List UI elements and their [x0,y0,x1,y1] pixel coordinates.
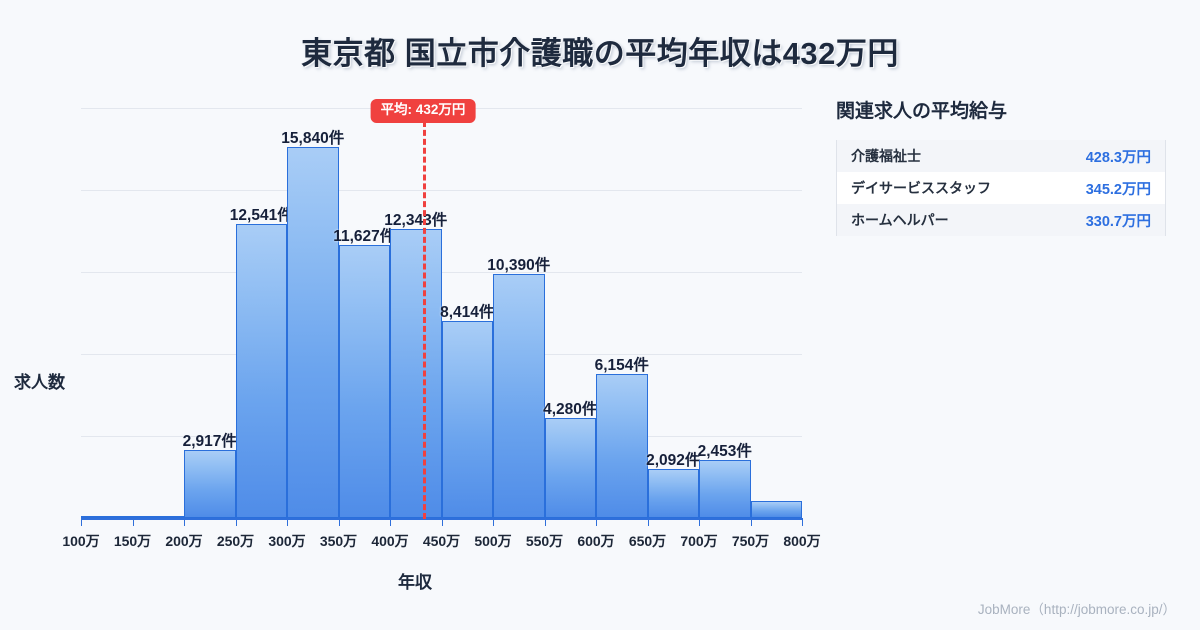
x-axis-tick [184,518,185,526]
x-axis-tick-label: 650万 [628,533,667,549]
histogram-bar[interactable] [441,320,493,518]
bar-value-label: 2,453件 [697,443,752,461]
x-axis-tick [647,518,649,526]
x-axis-tick [493,518,494,526]
salary-amount: 345.2万円 [1085,181,1151,198]
page-title: 東京都 国立市介護職の平均年収は432万円 [301,36,899,71]
histogram-bar[interactable] [390,228,442,518]
gridline [81,272,802,273]
histogram-bar[interactable] [544,417,596,518]
bar-value-label: 2,917件 [182,432,237,450]
watermark: JobMore（http://jobmore.co.jp/） [977,602,1176,617]
salary-amount: 428.3万円 [1085,149,1151,166]
salary-job-name: 介護福祉士 [851,148,921,164]
x-axis-tick-label: 400万 [371,533,409,549]
x-axis-tick [596,518,597,526]
bar-value-label: 8,414件 [440,303,495,321]
histogram-bar[interactable] [699,460,751,518]
histogram-bar[interactable] [647,468,699,518]
x-axis-tick-label: 250万 [216,533,255,549]
x-axis-tick [750,518,752,526]
histogram-bar[interactable] [235,223,287,518]
salary-table-row[interactable]: デイサービススタッフ 345.2万円 [837,172,1165,204]
x-axis-tick-label: 150万 [113,533,152,549]
x-axis-tick [441,518,443,526]
x-axis-tick [132,518,134,526]
x-axis-tick [235,518,237,526]
bar-value-label: 15,840件 [281,129,345,147]
histogram-bar[interactable] [184,449,236,518]
average-badge: 平均: 432万円 [370,99,476,123]
x-axis-tick-label: 750万 [731,533,770,549]
histogram-bar[interactable] [287,146,339,518]
x-axis-tick-label: 450万 [422,533,461,549]
x-axis-tick-label: 100万 [62,533,100,549]
bar-value-label: 10,390件 [487,257,551,275]
x-axis-tick [287,518,288,526]
y-axis-title: 求人数 [14,373,65,392]
bar-value-label: 11,627件 [333,228,396,246]
x-axis-tick-label: 500万 [474,533,512,549]
salary-job-name: デイサービススタッフ [851,180,991,196]
x-axis-tick [81,518,82,526]
x-axis-tick-label: 700万 [680,533,718,549]
salary-table-row[interactable]: 介護福祉士 428.3万円 [837,140,1165,172]
salary-job-name: ホームヘルパー [851,212,949,228]
x-axis-tick [338,518,340,526]
x-axis-tick-label: 200万 [165,533,203,549]
average-line [422,121,426,519]
histogram-bar[interactable] [596,373,648,518]
x-axis-tick-label: 550万 [525,533,564,549]
x-axis-tick-label: 300万 [268,533,306,549]
x-axis-tick [544,518,546,526]
related-salary-title: 関連求人の平均給与 [836,101,1008,122]
plot-area: 2,917件 12,541件 15,840件 11,627件 12,343件 8,414件… [62,99,821,549]
histogram-bar[interactable] [132,516,184,518]
related-salary-table: 介護福祉士 428.3万円デイサービススタッフ 345.2万円ホームヘルパー 330.… [836,140,1166,236]
x-axis-tick [390,518,391,526]
x-axis-tick [802,518,803,526]
histogram-bar[interactable] [493,274,545,518]
histogram-bar[interactable] [338,245,390,518]
x-axis-tick-label: 600万 [577,533,615,549]
x-axis-title: 年収 [398,573,432,592]
bar-value-label: 6,154件 [594,356,649,374]
x-axis-tick-label: 800万 [783,533,821,549]
salary-table-row[interactable]: ホームヘルパー 330.7万円 [837,204,1165,236]
salary-amount: 330.7万円 [1085,213,1151,230]
x-axis-tick-label: 350万 [319,533,358,549]
histogram-bar[interactable] [750,501,802,518]
related-salary-panel: 関連求人の平均給与 介護福祉士 428.3万円デイサービススタッフ 345.2万円ホ… [836,96,1166,236]
bar-value-label: 12,541件 [229,206,293,224]
histogram-bar[interactable] [81,516,133,518]
x-axis-tick [699,518,700,526]
bar-value-label: 4,280件 [543,400,598,418]
histogram-chart: 求人数 2,917件 12,541件 15,840件 11,627件 12,343件 8,… [0,90,830,560]
bar-value-label: 12,343件 [384,211,448,229]
bar-value-label: 2,092件 [646,451,701,469]
gridline [81,190,802,191]
